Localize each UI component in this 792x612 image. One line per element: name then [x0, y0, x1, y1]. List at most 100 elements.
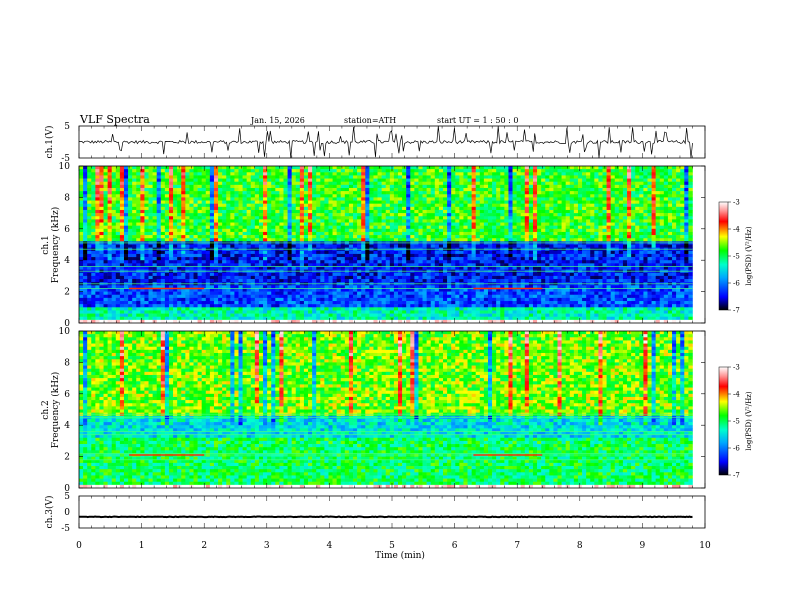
spectrogram-cell [475, 257, 481, 261]
spectrogram-cell [438, 297, 444, 302]
spectrogram-cell [205, 231, 211, 236]
spectrogram-cell [250, 209, 256, 214]
spectrogram-cell [291, 235, 297, 239]
spectrogram-cell [115, 266, 121, 270]
spectrogram-cell [234, 291, 239, 296]
spectrogram-cell [103, 203, 108, 208]
spectrogram-cell [463, 272, 468, 277]
spectrogram-cell [279, 172, 284, 176]
spectrogram-cell [434, 301, 440, 305]
spectrogram-cell [295, 275, 301, 280]
spectrogram-cell [193, 319, 198, 324]
spectrogram-cell [348, 307, 354, 311]
spectrogram-cell [299, 291, 305, 296]
spectrogram-cell [316, 244, 321, 248]
spectrogram-cell [463, 181, 468, 186]
spectrogram-cell [344, 225, 350, 230]
spectrogram-cell [250, 228, 256, 233]
spectrogram-cell [168, 203, 174, 208]
spectrogram-cell [299, 294, 305, 299]
spectrogram-cell [213, 216, 219, 220]
spectrogram-cell [242, 203, 247, 208]
spectrogram-cell [328, 191, 333, 195]
spectrogram-cell [414, 175, 419, 179]
spectrogram-cell [246, 209, 252, 214]
spectrogram-cell [365, 231, 370, 236]
spectrogram-cell [328, 228, 333, 233]
spectrogram-cell [111, 216, 117, 220]
spectrogram-cell [328, 209, 333, 214]
spectrogram-cell [242, 310, 247, 314]
spectrogram-cell [246, 222, 252, 226]
spectrogram-cell [230, 307, 235, 311]
spectrogram-cell [218, 184, 223, 189]
spectrogram-cell [234, 197, 239, 201]
spectrogram-cell [267, 213, 272, 217]
spectrogram-cell [250, 297, 256, 302]
spectrogram-cell [132, 187, 137, 192]
spectrogram-cell [455, 244, 460, 248]
spectrogram-cell [312, 266, 317, 270]
spectrogram-cell [332, 250, 337, 255]
spectrogram-cell [123, 191, 129, 195]
spectrogram-cell [99, 244, 104, 248]
spectrogram-cell [148, 316, 153, 321]
spectrogram-cell [361, 238, 366, 242]
spectrogram-cell [156, 238, 162, 242]
spectrogram-cell [381, 288, 387, 292]
spectrogram-cell [324, 297, 329, 302]
spectrogram-cell [152, 250, 158, 255]
spectrogram-cell [385, 213, 391, 217]
spectrogram-cell [238, 187, 243, 192]
spectrogram-cell [365, 275, 370, 280]
spectrogram-cell [295, 250, 301, 255]
spectrogram-cell [119, 266, 125, 270]
spectrogram-cell [123, 187, 129, 192]
spectrogram-cell [377, 316, 382, 321]
spectrogram-cell [136, 203, 141, 208]
spectrogram-cell [226, 213, 231, 217]
spectrogram-cell [205, 319, 211, 324]
spectrogram-cell [275, 266, 280, 270]
spectrogram-cell [144, 313, 149, 318]
spectrogram-cell [295, 257, 301, 261]
spectrogram-cell [336, 228, 342, 233]
spectrogram-cell [430, 172, 436, 176]
spectrogram-cell [144, 250, 149, 255]
spectrogram-cell [361, 263, 366, 267]
spectrogram-cell [205, 307, 211, 311]
spectrogram-cell [87, 228, 92, 233]
spectrogram-cell [95, 257, 100, 261]
spectrogram-cell [410, 260, 415, 264]
spectrogram-cell [144, 288, 149, 292]
spectrogram-cell [348, 275, 354, 280]
spectrogram-cell [373, 235, 378, 239]
spectrogram-cell [447, 316, 452, 321]
spectrogram-cell [189, 225, 194, 230]
spectrogram-cell [373, 213, 378, 217]
spectrogram-cell [385, 313, 391, 318]
spectrogram-cell [471, 184, 477, 189]
spectrogram-cell [303, 253, 309, 258]
spectrogram-cell [99, 304, 104, 308]
spectrogram-cell [438, 288, 444, 292]
spectrogram-cell [447, 266, 452, 270]
spectrogram-cell [287, 213, 292, 217]
spectrogram-cell [83, 250, 88, 255]
spectrogram-cell [107, 187, 113, 192]
spectrogram-cell [197, 260, 202, 264]
spectrogram-cell [299, 206, 305, 211]
spectrogram-cell [348, 178, 354, 182]
spectrogram-cell [344, 307, 350, 311]
spectrogram-cell [467, 263, 472, 267]
spectrogram-cell [279, 301, 284, 305]
spectrogram-cell [267, 209, 272, 214]
spectrogram-cell [242, 250, 247, 255]
spectrogram-cell [95, 319, 100, 324]
spectrogram-cell [87, 250, 92, 255]
spectrogram-cell [348, 301, 354, 305]
spectrogram-cell [213, 228, 219, 233]
spectrogram-cell [144, 257, 149, 261]
spectrogram-cell [369, 213, 374, 217]
spectrogram-cell [213, 253, 219, 258]
